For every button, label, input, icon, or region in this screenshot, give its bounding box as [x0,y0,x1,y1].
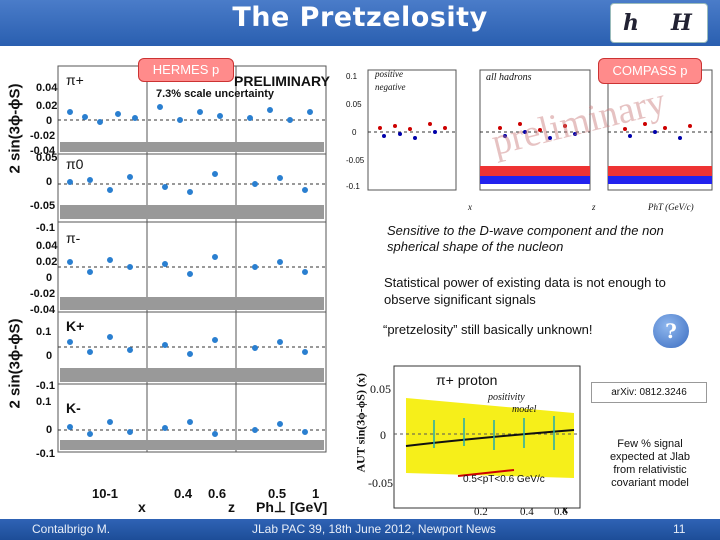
hermes-tick-4: -0.04 [30,145,56,157]
hermes-x-tick-1: 0.4 [174,486,193,501]
hermes-x-label-pt: Ph⊥ [GeV] [256,499,328,515]
title-bar [0,0,720,46]
footer-author: Contalbrigo M. [32,522,111,536]
projection-x-label: x [562,502,568,516]
hermes-panel-label-pi-minus: π- [66,230,81,246]
projection-x-tick-2: 0.6 [554,506,568,518]
hermes-tick-9: 0.04 [36,240,58,252]
projection-pt-cut: 0.5<pT<0.6 GeV/c [463,474,545,485]
hermes-tick-10: 0.02 [36,256,58,268]
projection-y-tick-2: -0.05 [368,476,393,490]
note-statistical-power: Statistical power of existing data is no… [372,266,720,316]
hermes-panel-label-k-minus: K- [66,400,81,416]
compass-x-label-z: z [592,202,596,212]
hermes-logo: h H [610,3,708,43]
hermes-tick-13: -0.04 [30,304,56,316]
hermes-x-tick-0: 10-1 [92,486,119,501]
compass-legend-positive: positive [375,69,403,79]
footer-page-number: 11 [673,522,686,536]
hermes-data-points [67,104,313,437]
hermes-panel-label-pi-plus: π+ [66,72,84,88]
hermes-scale-uncertainty: 7.3% scale uncertainty [156,88,275,100]
projection-x-tick-0: 0.2 [474,506,488,518]
hermes-plot-svg [57,65,327,453]
footer-bar: Contalbrigo M. JLab PAC 39, 18th June 20… [0,519,720,540]
hermes-tick-3: -0.02 [30,130,56,142]
logo-letter-h: h [623,10,639,36]
compass-y-tick-3: -0.05 [346,156,365,165]
hermes-panel-label-k-plus: K+ [66,318,85,334]
compass-y-tick-0: 0.1 [346,72,358,81]
hermes-x-tick-3: 0.5 [268,486,287,501]
compass-plot-svg [367,69,713,191]
hermes-tick-0: 0.04 [36,82,58,94]
projection-plot-panel [354,358,582,518]
compass-tag: COMPASS p [598,58,702,84]
hermes-tag: HERMES p [138,58,234,82]
hermes-tick-18: 0 [46,424,53,436]
compass-y-tick-4: -0.1 [346,182,360,191]
hermes-tick-16: -0.1 [36,380,55,392]
compass-plot-panel [340,66,720,214]
note-pretzelosity-unknown: “pretzelosity” still basically unknown! [383,322,593,337]
hermes-tick-12: -0.02 [30,288,56,300]
compass-y-tick-1: 0.05 [346,100,362,109]
hermes-plot-panel [0,62,328,517]
hermes-x-label-z: z [228,499,235,515]
logo-letter-H: H [671,10,692,36]
hermes-tick-8: -0.1 [36,222,55,234]
projection-y-tick-1: 0 [380,428,386,442]
note-jlab-expectation: Few % signal expected at Jlab from relat… [598,430,702,512]
hermes-tick-15: 0 [46,350,53,362]
compass-x-label-x: x [468,202,472,212]
compass-all-hadrons: all hadrons [486,72,532,83]
hermes-tick-19: -0.1 [36,448,55,460]
projection-y-label: AUT sin(3ϕ-ϕS) (x) [353,373,368,473]
slide-title: The Pretzelosity [232,2,488,33]
question-mark-icon: ? [653,314,689,348]
hermes-tick-14: 0.1 [36,326,52,338]
hermes-tick-7: -0.05 [30,200,56,212]
projection-legend-model: model [512,404,537,415]
hermes-y-label-top: 2 sin(3ϕ-ϕS) [6,83,24,174]
projection-channel: π+ proton [436,372,498,388]
hermes-tick-1: 0.02 [36,100,58,112]
hermes-tick-17: 0.1 [36,396,52,408]
note-sensitive: Sensitive to the D-wave component and th… [387,223,664,254]
footer-event: JLab PAC 39, 18th June 2012, Newport New… [252,522,496,536]
compass-y-tick-2: 0 [352,128,357,137]
hermes-tick-5: 0.05 [36,152,58,164]
hermes-tick-6: 0 [46,176,53,188]
compass-legend-negative: negative [375,82,406,92]
hermes-tick-2: 0 [46,115,53,127]
hermes-panel-label-pi-zero: π0 [66,156,84,172]
hermes-tick-11: 0 [46,272,53,284]
compass-x-label-pt: PhT (GeV/c) [648,202,694,212]
hermes-preliminary: PRELIMINARY [234,73,330,89]
arxiv-reference: arXiv: 0812.3246 [591,382,707,403]
projection-y-tick-0: 0.05 [370,382,391,396]
hermes-x-tick-4: 1 [312,486,320,501]
hermes-x-label-x: x [138,499,146,515]
projection-plot-svg [393,365,581,509]
hermes-y-label-bottom: 2 sin(3ϕ-ϕS) [6,318,24,409]
projection-x-tick-1: 0.4 [520,506,534,518]
projection-legend-positivity: positivity [488,392,525,403]
hermes-x-tick-2: 0.6 [208,486,227,501]
